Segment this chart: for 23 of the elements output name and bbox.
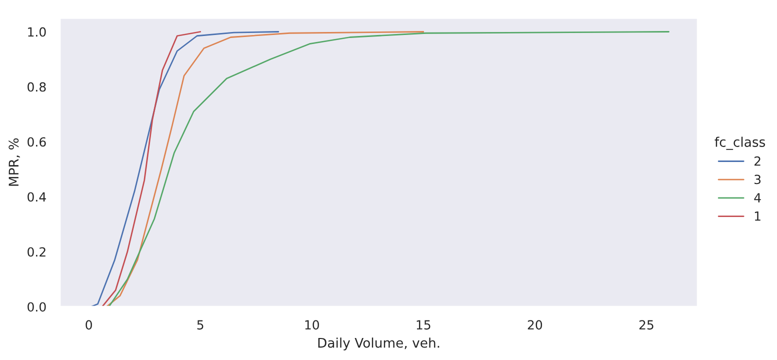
legend-label: 4: [754, 193, 761, 202]
y-axis-title: MPR, %: [8, 138, 20, 186]
x-axis-title: Daily Volume, veh.: [318, 338, 440, 350]
y-tick-label: 0.2: [28, 247, 46, 257]
y-tick-label: 1.0: [28, 27, 46, 37]
line-series: [106, 31, 424, 307]
legend-title: fc_class: [714, 136, 766, 150]
x-tick-label: 20: [528, 320, 542, 330]
y-tick-label: 0.4: [28, 192, 46, 202]
x-tick-label: 5: [197, 320, 204, 330]
legend-label: 2: [754, 156, 760, 166]
x-tick-label: 15: [416, 320, 430, 330]
x-tick-label: 10: [305, 320, 319, 330]
line-series: [108, 31, 670, 307]
x-tick-label: 25: [639, 320, 654, 330]
line-series: [90, 31, 280, 307]
x-tick-label: 0: [86, 320, 92, 330]
line-series: [102, 31, 202, 307]
y-tick-label: 0.8: [28, 82, 46, 92]
y-tick-label: 0.6: [28, 137, 46, 147]
y-tick-label: 0.0: [28, 302, 46, 312]
legend-label: 3: [754, 174, 761, 184]
legend-label: 1: [754, 212, 760, 221]
